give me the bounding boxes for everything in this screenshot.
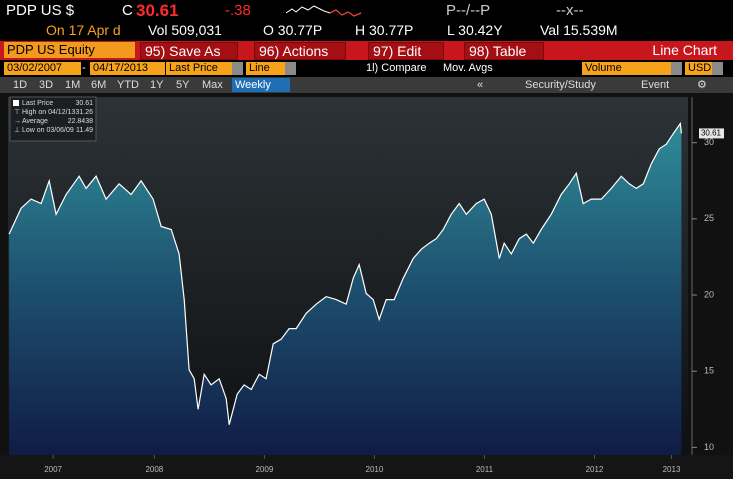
date-separator: -: [82, 62, 86, 74]
bid-ask-size: --x--: [556, 2, 584, 19]
y-tick-label: 30: [704, 137, 714, 147]
x-tick-label: 2013: [663, 465, 681, 474]
legend-label: Last Price: [22, 100, 53, 107]
stat-value: 31.26: [75, 109, 93, 116]
low: L 30.42Y: [447, 22, 503, 38]
area-fill: [9, 123, 682, 455]
chart: 10 15 20 25 30 2007 2008 2009 2010 2011 2012 2013 30…: [0, 93, 733, 479]
stat-label: High on 04/12/13: [22, 109, 75, 116]
y-tick-label: 20: [704, 289, 714, 299]
quote-date: On 17 Apr d: [46, 22, 121, 38]
period-button[interactable]: 3D: [39, 79, 54, 91]
open: O 30.77P: [263, 22, 323, 38]
legend-box: [9, 96, 97, 142]
period-button[interactable]: 6M: [91, 79, 107, 91]
controls-bar: 03/02/2007 - 04/17/2013 Last Price Line …: [0, 61, 733, 77]
period-button[interactable]: 1M: [65, 79, 81, 91]
end-date[interactable]: 04/17/2013: [90, 62, 165, 75]
stat-label: Average: [22, 118, 48, 125]
period-button[interactable]: Weekly: [232, 78, 290, 92]
menu-bar: PDP US Equity 95) Save As 96) Actions 97…: [0, 41, 733, 60]
price-change: -.38: [225, 2, 251, 19]
dropdown-arrow[interactable]: [232, 62, 243, 75]
settings-button[interactable]: ⚙: [697, 79, 707, 91]
dropdown-arrow[interactable]: [285, 62, 296, 75]
style-select[interactable]: Line: [246, 62, 285, 75]
collapse-button[interactable]: «: [477, 79, 484, 91]
study-button[interactable]: Security/Study: [525, 79, 596, 91]
table-button[interactable]: 98) Table: [464, 42, 544, 60]
actions-button[interactable]: 96) Actions: [254, 42, 346, 60]
x-tick-label: 2008: [145, 465, 163, 474]
period-button[interactable]: 1D: [13, 79, 28, 91]
close-label: C: [122, 2, 133, 19]
x-tick-label: 2009: [255, 465, 273, 474]
y-tick-label: 25: [704, 213, 714, 223]
x-axis-band: [0, 455, 733, 479]
x-tick-label: 2010: [366, 465, 384, 474]
y-tick-label: 10: [704, 442, 714, 452]
event-button[interactable]: Event: [641, 79, 670, 91]
period-button[interactable]: 1Y: [150, 79, 164, 91]
period-button[interactable]: Max: [202, 79, 223, 91]
y-tick-label: 15: [704, 366, 714, 376]
x-tick-label: 2011: [476, 465, 494, 474]
field-select[interactable]: Last Price: [166, 62, 233, 75]
x-tick-label: 2007: [44, 465, 62, 474]
legend-swatch: [13, 100, 19, 106]
ticker: PDP US $: [6, 2, 75, 19]
stat-label: Low on 03/06/09: [22, 127, 74, 134]
legend: Last Price 30.61 ⊤ High on 04/12/13 31.26 → Av…: [9, 96, 97, 142]
dropdown-arrow[interactable]: [671, 62, 682, 75]
stat-icon: →: [14, 118, 21, 125]
period-button[interactable]: 5Y: [176, 79, 190, 91]
save-as-button[interactable]: 95) Save As: [140, 42, 238, 60]
close-price: 30.61: [136, 1, 179, 20]
price-line: [8, 121, 682, 425]
period-bar: 1D 3D 1M 6M YTD 1Y 5Y Max Weekly « Security/Stud…: [0, 77, 733, 93]
dropdown-arrow[interactable]: [712, 62, 723, 75]
last-price-tag: [699, 128, 724, 139]
stat-icon: ⊥: [14, 127, 20, 134]
sparkline: [286, 5, 362, 17]
legend-value: 30.61: [75, 100, 93, 107]
high: H 30.77P: [355, 22, 414, 38]
volume-select[interactable]: Volume: [582, 62, 671, 75]
stat-icon: ⊤: [14, 109, 20, 116]
security-field[interactable]: PDP US Equity: [4, 42, 135, 58]
stat-value: 22.8438: [68, 118, 93, 125]
compare-button[interactable]: 1l) Compare: [366, 62, 427, 74]
last-price-label: 30.61: [701, 129, 722, 138]
mov-avgs-button[interactable]: Mov. Avgs: [443, 62, 493, 74]
stat-value: 11.49: [76, 127, 93, 134]
start-date[interactable]: 03/02/2007: [4, 62, 81, 75]
edit-button[interactable]: 97) Edit: [368, 42, 444, 60]
x-tick-label: 2012: [586, 465, 604, 474]
period-button[interactable]: YTD: [117, 79, 139, 91]
value-traded: Val 15.539M: [540, 22, 618, 38]
currency-select[interactable]: USD: [685, 62, 712, 75]
view-title: Line Chart: [652, 42, 717, 58]
bid-ask: P--/--P: [446, 2, 491, 19]
volume: Vol 509,031: [148, 22, 222, 38]
